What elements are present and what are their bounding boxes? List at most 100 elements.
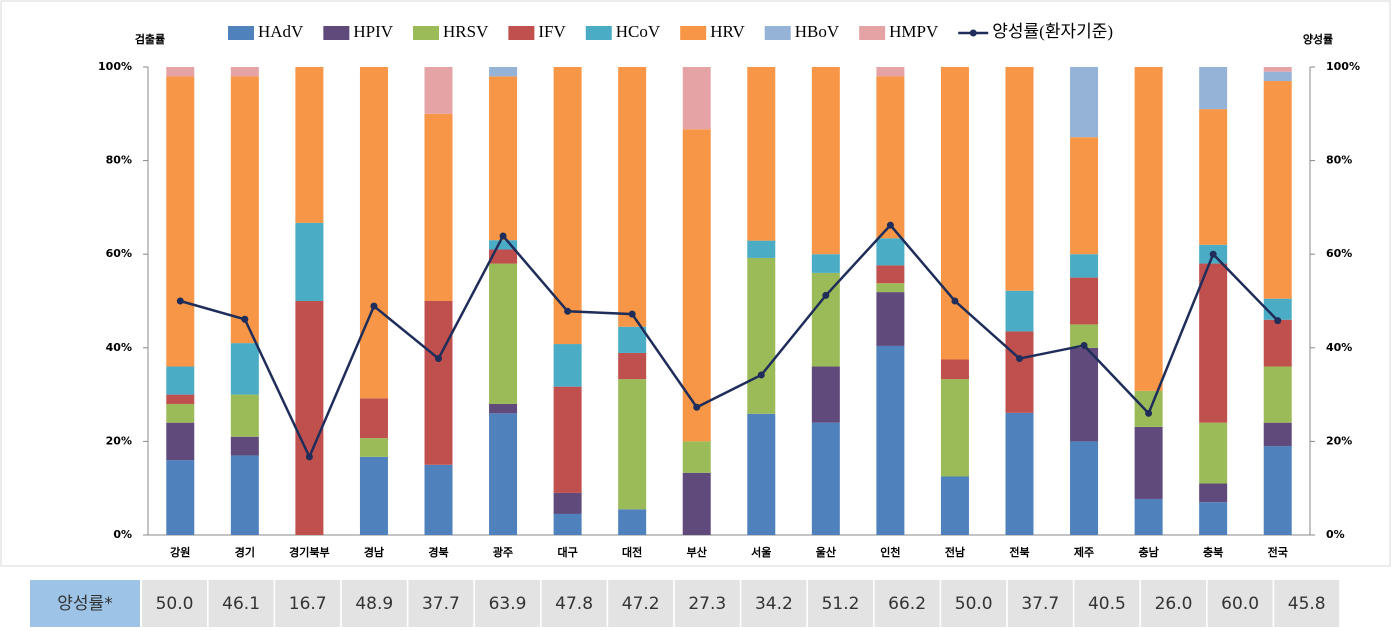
line-point — [693, 403, 701, 411]
bar-segment — [811, 272, 840, 367]
chart-frame — [0, 0, 1391, 567]
bar-segment — [230, 67, 259, 77]
bar-segment — [1070, 347, 1099, 442]
legend-swatch — [323, 26, 350, 40]
legend-label: HCoV — [616, 22, 661, 41]
table-cell — [941, 580, 1007, 627]
bar-segment — [1263, 81, 1292, 299]
legend-label: HRV — [710, 22, 745, 41]
bar-segment — [682, 129, 711, 442]
bar-segment — [618, 379, 647, 510]
bar-segment — [489, 67, 518, 77]
bar-segment — [618, 326, 647, 353]
table-value: 63.9 — [489, 594, 527, 614]
x-tick-label: 인천 — [880, 545, 900, 559]
table-value: 27.3 — [688, 594, 726, 614]
legend-label: HAdV — [258, 22, 304, 41]
bar-segment — [489, 413, 518, 535]
line-point — [305, 453, 313, 461]
bar-segment — [876, 67, 905, 77]
bar-segment — [1263, 319, 1292, 367]
legend-label: HMPV — [889, 22, 939, 41]
bar-segment — [940, 379, 969, 477]
x-tick-label: 경남 — [364, 545, 384, 559]
bar-segment — [618, 67, 647, 327]
bar-segment — [1070, 137, 1099, 255]
table-cell — [874, 580, 940, 627]
table-value: 45.8 — [1288, 594, 1326, 614]
line-point — [951, 297, 959, 305]
x-tick-label: 서울 — [751, 545, 771, 559]
table-value: 50.0 — [955, 594, 993, 614]
table-cell — [1074, 580, 1140, 627]
bar-segment — [489, 249, 518, 264]
y2-tick-label: 0% — [1326, 528, 1345, 541]
table-cell — [1274, 580, 1340, 627]
table-cell — [741, 580, 807, 627]
bar-segment — [1199, 67, 1228, 110]
table-value: 16.7 — [289, 594, 327, 614]
table-value: 48.9 — [355, 594, 393, 614]
y2-tick-label: 100% — [1326, 60, 1360, 73]
x-tick-label: 광주 — [493, 546, 513, 559]
bar-segment — [489, 263, 518, 404]
line-point — [241, 315, 249, 323]
table-value: 46.1 — [222, 594, 260, 614]
table-value: 37.7 — [1021, 594, 1059, 614]
bar-segment — [166, 394, 195, 404]
x-tick-label: 대구 — [557, 545, 577, 559]
line-point — [1145, 409, 1153, 417]
bar-segment — [1134, 67, 1163, 391]
bar-segment — [682, 441, 711, 473]
bar-segment — [230, 436, 259, 456]
bar-segment — [295, 301, 324, 535]
legend-swatch — [228, 26, 254, 40]
table-cell — [341, 580, 407, 627]
bar-segment — [1263, 446, 1292, 535]
x-tick-label: 경기 — [235, 545, 255, 559]
y2-tick-label: 40% — [1326, 341, 1352, 354]
table-header-cell — [30, 580, 140, 627]
bar-segment — [166, 460, 195, 535]
y-tick-label: 20% — [106, 434, 132, 447]
bar-segment — [876, 345, 905, 535]
legend-label: IFV — [538, 22, 566, 41]
bar-segment — [359, 398, 388, 439]
legend-label: HRSV — [443, 22, 489, 41]
table-value: 40.5 — [1088, 594, 1126, 614]
legend-swatch — [859, 26, 886, 40]
bar-segment — [1263, 422, 1292, 447]
table-value: 37.7 — [422, 594, 460, 614]
legend-swatch — [680, 26, 707, 40]
bar-segment — [682, 472, 711, 535]
y2-tick-label: 60% — [1326, 247, 1352, 260]
bar-segment — [1263, 67, 1292, 72]
bar-segment — [166, 76, 195, 367]
x-tick-label: 전북 — [1009, 545, 1029, 559]
table-cell — [475, 580, 540, 627]
bar-segment — [230, 343, 259, 395]
bar-segment — [940, 359, 969, 380]
bar-segment — [940, 476, 969, 535]
line-point — [757, 371, 765, 379]
bar-segment — [553, 492, 582, 514]
table-cell — [408, 580, 474, 627]
bar-segment — [747, 67, 776, 241]
bar-segment — [230, 394, 259, 437]
line-point — [1016, 355, 1023, 363]
bar-segment — [876, 238, 905, 266]
legend-swatch — [764, 26, 791, 40]
bar-segment — [166, 366, 195, 395]
table-cell — [808, 580, 873, 627]
bar-segment — [359, 438, 388, 457]
bar-segment — [295, 67, 324, 223]
bar-segment — [1005, 331, 1034, 413]
legend-swatch — [585, 26, 612, 40]
bar-segment — [682, 67, 711, 130]
bar-segment — [876, 292, 905, 346]
table-value: 34.2 — [755, 594, 793, 614]
bar-segment — [1263, 71, 1292, 82]
table-cell — [208, 580, 274, 627]
bar-segment — [295, 222, 324, 301]
table-cell — [608, 580, 674, 627]
